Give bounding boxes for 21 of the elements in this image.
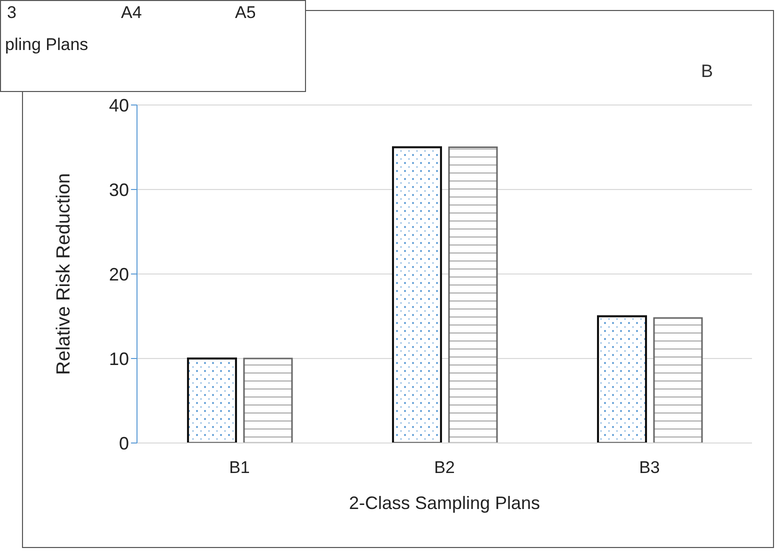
x-axis-title: 2-Class Sampling Plans xyxy=(348,493,540,513)
text: B xyxy=(700,61,713,82)
x-tick-label: B1 xyxy=(229,458,250,478)
category-label: A5 xyxy=(235,3,256,23)
y-tick-label: 0 xyxy=(118,433,129,454)
bar xyxy=(597,315,647,443)
y-tick-label: 30 xyxy=(108,180,129,200)
bar xyxy=(243,358,293,443)
y-tick-label: 40 xyxy=(108,95,129,116)
category-label: A4 xyxy=(121,3,142,23)
y-axis-title: Relative Risk Reduction xyxy=(54,173,75,375)
y-tick-label: 20 xyxy=(108,264,129,284)
y-tick-label: 10 xyxy=(108,348,129,369)
x-tick-label: B3 xyxy=(639,458,660,478)
category-label: 3 xyxy=(7,3,16,23)
bar xyxy=(653,317,703,443)
bar xyxy=(392,146,442,443)
x-tick-label: B2 xyxy=(434,458,455,478)
bar xyxy=(187,358,237,443)
bar xyxy=(448,146,498,443)
text: pling Plans xyxy=(5,35,88,55)
